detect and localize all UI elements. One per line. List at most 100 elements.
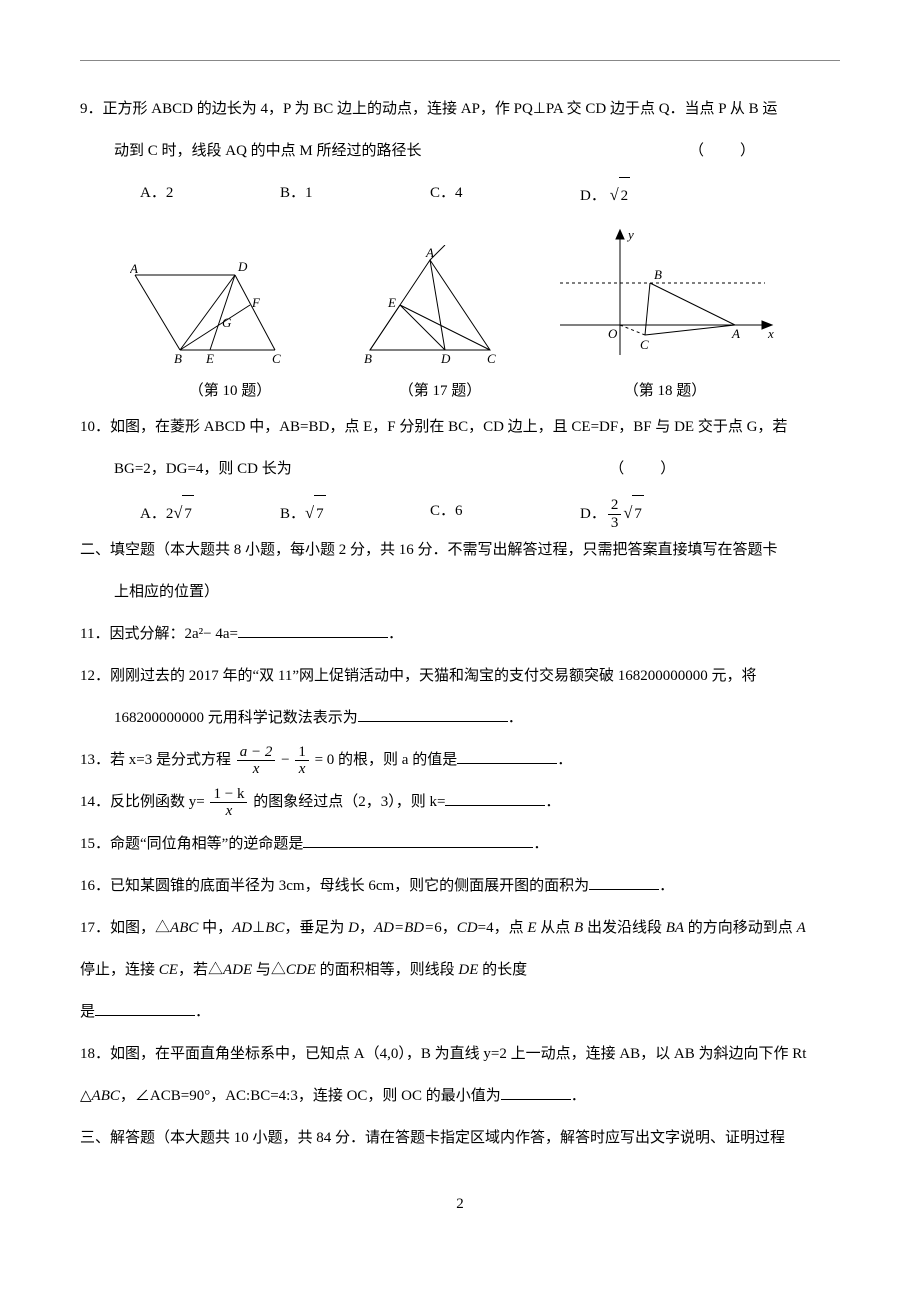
- fig18-x: x: [767, 326, 774, 341]
- question-13: 13．若 x=3 是分式方程 a − 2x − 1x = 0 的根，则 a 的值…: [80, 742, 840, 778]
- q9-paren: （ ）: [689, 143, 757, 159]
- q15-text: 命题“同位角相等”的逆命题是: [110, 836, 303, 852]
- figure-17: A E B D C （第 17 题）: [350, 245, 530, 409]
- q17-d: D: [348, 920, 359, 936]
- q16-end: ．: [659, 878, 674, 894]
- figure-18-svg: y x O B C A: [550, 225, 780, 365]
- blank: [589, 874, 659, 890]
- q9-opt-b: B．1: [280, 175, 430, 215]
- fig18-y: y: [626, 227, 634, 242]
- question-9: 9．正方形 ABCD 的边长为 4，P 为 BC 边上的动点，连接 AP，作 P…: [80, 91, 840, 127]
- question-10: 10．如图，在菱形 ABCD 中，AB=BD，点 E，F 分别在 BC，CD 边…: [80, 409, 840, 445]
- blank: [358, 706, 508, 722]
- q10-d-pre: D．: [580, 506, 606, 522]
- q17-b: B: [574, 920, 583, 936]
- q17-ade: ADE: [223, 962, 252, 978]
- q17-l1e: 从点: [537, 920, 575, 936]
- fig17-A: A: [425, 245, 434, 260]
- question-11: 11．因式分解：2a²− 4a=．: [80, 616, 840, 652]
- figures-row: A D F G B E C （第 10 题）: [80, 225, 840, 409]
- fraction-icon: 1x: [295, 744, 309, 778]
- question-17: 17．如图，△ABC 中，AD⊥BC，垂足为 D，AD=BD=6，CD=4，点 …: [80, 910, 840, 946]
- blank: [457, 748, 557, 764]
- q10-opt-c: C．6: [430, 493, 580, 533]
- q13-tail: 的根，则 a 的值是: [338, 752, 457, 768]
- q9-options: A．2 B．1 C．4 D． 2: [80, 175, 840, 215]
- page: 9．正方形 ABCD 的边长为 4，P 为 BC 边上的动点，连接 AP，作 P…: [0, 0, 920, 1262]
- q18-l2a: ，∠ACB=90: [120, 1088, 204, 1104]
- question-18-l2: △ABC，∠ACB=90°，AC:BC=4:3，连接 OC，则 OC 的最小值为…: [80, 1078, 840, 1114]
- q18-abc: ABC: [92, 1088, 120, 1104]
- question-9-l2: 动到 C 时，线段 AQ 的中点 M 所经过的路径长 （ ）: [80, 133, 840, 169]
- q17-l2a: 停止，连接: [80, 962, 159, 978]
- question-17-l3: 是．: [80, 994, 840, 1030]
- q10-d-fn: 2: [608, 497, 622, 515]
- fig17-D: D: [440, 351, 451, 365]
- q9-opt-c: C．4: [430, 175, 580, 215]
- q17-abc: ABC: [170, 920, 198, 936]
- section-2-header-l2: 上相应的位置）: [80, 574, 840, 610]
- q10-b-rad: 7: [314, 495, 326, 532]
- q17-ce: CE: [159, 962, 178, 978]
- q18-l2pre: △: [80, 1088, 92, 1104]
- blank: [238, 622, 388, 638]
- fig10-caption: （第 10 题）: [130, 373, 330, 409]
- q18-l1: 如图，在平面直角坐标系中，已知点 A（4,0），B 为直线 y=2 上一动点，连…: [110, 1046, 806, 1062]
- q9-opt-d-rad: 2: [619, 177, 631, 214]
- q18-num: 18．: [80, 1046, 110, 1062]
- q10-a-pre: A．: [140, 506, 166, 522]
- fig18-B: B: [654, 267, 662, 282]
- q17-perp: ⊥: [252, 920, 265, 936]
- q17-bc: BC: [265, 920, 284, 936]
- q9-opt-a: A．2: [140, 175, 280, 215]
- q10-num: 10．: [80, 419, 110, 435]
- fig10-E: E: [205, 351, 214, 365]
- q9-num: 9．: [80, 101, 103, 117]
- question-12: 12．刚刚过去的 2017 年的“双 11”网上促销活动中，天猫和淘宝的支付交易…: [80, 658, 840, 694]
- sqrt-icon: 7: [623, 493, 644, 533]
- fig17-C: C: [487, 351, 496, 365]
- q17-l2e: 的长度: [478, 962, 527, 978]
- q11-text: 因式分解：2a²− 4a=: [109, 626, 237, 642]
- q17-end: ．: [195, 1004, 210, 1020]
- header-rule: [80, 60, 840, 61]
- q13-f1n: a − 2: [240, 744, 273, 760]
- figure-17-svg: A E B D C: [350, 245, 510, 365]
- q14-pre: 反比例函数 y=: [110, 794, 205, 810]
- blank: [501, 1084, 571, 1100]
- q10-a-rad: 7: [182, 495, 194, 532]
- fraction-icon: 23: [608, 497, 622, 531]
- fig10-D: D: [237, 259, 248, 274]
- sqrt-icon: 7: [173, 493, 194, 533]
- fig10-G: G: [222, 315, 232, 330]
- q17-v6: 6，: [434, 920, 457, 936]
- fig18-A: A: [731, 326, 740, 341]
- blank: [95, 1000, 195, 1016]
- q18-end: ．: [571, 1088, 586, 1104]
- fig10-C: C: [272, 351, 281, 365]
- q13-end: ．: [557, 752, 572, 768]
- q10-a-coef: 2: [166, 506, 174, 522]
- sec2-l1: 二、填空题（本大题共 8 小题，每小题 2 分，共 16 分．不需写出解答过程，…: [80, 542, 778, 558]
- sqrt-icon: 7: [305, 493, 326, 533]
- q10-d-rad: 7: [632, 495, 644, 532]
- figure-10-svg: A D F G B E C: [130, 255, 300, 365]
- q17-l1d: ，: [359, 920, 374, 936]
- fig10-F: F: [251, 295, 261, 310]
- q15-end: ．: [533, 836, 548, 852]
- fraction-icon: 1 − kx: [210, 786, 247, 820]
- q9-text-l2: 动到 C 时，线段 AQ 的中点 M 所经过的路径长: [114, 143, 422, 159]
- section-2-header: 二、填空题（本大题共 8 小题，每小题 2 分，共 16 分．不需写出解答过程，…: [80, 532, 840, 568]
- q12-l1: 刚刚过去的 2017 年的“双 11”网上促销活动中，天猫和淘宝的支付交易额突破…: [110, 668, 757, 684]
- q10-text-l2: BG=2，DG=4，则 CD 长为: [114, 461, 292, 477]
- q17-l2c: 与△: [252, 962, 286, 978]
- question-15: 15．命题“同位角相等”的逆命题是．: [80, 826, 840, 862]
- q18-l2b: ，AC:BC=4:3，连接 OC，则 OC 的最小值为: [210, 1088, 501, 1104]
- q10-b-pre: B．: [280, 506, 305, 522]
- q13-f2n: 1: [298, 744, 306, 760]
- q11-num: 11．: [80, 626, 109, 642]
- fig10-B: B: [174, 351, 182, 365]
- q10-options: A．27 B．7 C．6 D．237: [80, 493, 840, 533]
- fig10-A: A: [130, 261, 138, 276]
- q12-end: ．: [508, 710, 523, 726]
